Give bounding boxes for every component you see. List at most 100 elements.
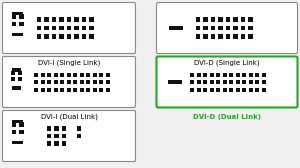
Bar — [236, 80, 239, 84]
Bar — [73, 88, 77, 92]
Text: DVI-D (Dual Link): DVI-D (Dual Link) — [193, 114, 261, 120]
FancyBboxPatch shape — [2, 111, 136, 161]
Bar — [248, 26, 253, 30]
Bar — [40, 88, 44, 92]
Bar — [60, 88, 64, 92]
Bar — [209, 88, 214, 92]
Bar — [106, 88, 110, 92]
Bar — [47, 141, 51, 146]
Bar — [54, 126, 59, 131]
Bar — [106, 80, 110, 84]
Bar — [216, 80, 220, 84]
Bar — [99, 80, 103, 84]
Bar — [44, 17, 49, 22]
Bar — [73, 73, 77, 76]
Bar — [218, 26, 223, 30]
Bar — [74, 34, 79, 39]
Bar — [242, 73, 246, 76]
Bar — [52, 26, 56, 30]
Bar — [196, 88, 200, 92]
Bar — [59, 17, 64, 22]
Bar — [218, 34, 223, 39]
Bar — [40, 73, 44, 76]
Bar — [203, 26, 208, 30]
Bar — [196, 34, 200, 39]
Bar — [262, 73, 266, 76]
Bar — [74, 17, 79, 22]
Bar — [67, 26, 71, 30]
Bar — [196, 26, 200, 30]
Bar — [196, 80, 200, 84]
Bar — [203, 34, 208, 39]
Bar — [40, 80, 44, 84]
Bar — [262, 80, 266, 84]
Bar — [99, 88, 103, 92]
Bar — [223, 73, 226, 76]
Bar — [255, 80, 259, 84]
Bar — [236, 88, 239, 92]
Bar — [203, 88, 207, 92]
Bar — [241, 17, 245, 22]
Bar — [262, 88, 266, 92]
Bar — [92, 88, 97, 92]
Bar — [62, 141, 66, 146]
Bar — [82, 26, 86, 30]
Bar — [47, 80, 51, 84]
Bar — [59, 26, 64, 30]
Bar — [86, 80, 90, 84]
Bar — [196, 73, 200, 76]
Bar — [19, 122, 24, 127]
FancyBboxPatch shape — [2, 3, 136, 53]
Bar — [52, 17, 56, 22]
Bar — [12, 122, 16, 127]
Bar — [37, 26, 41, 30]
Bar — [19, 14, 24, 19]
Bar — [44, 26, 49, 30]
Bar — [241, 26, 245, 30]
Bar — [229, 73, 233, 76]
Bar — [248, 88, 253, 92]
Bar — [53, 73, 58, 76]
Bar — [12, 12, 23, 15]
Bar — [12, 33, 23, 36]
Bar — [11, 71, 15, 74]
Bar — [12, 14, 16, 19]
Bar — [12, 141, 23, 144]
Bar — [80, 80, 83, 84]
Text: DVI-D (Single Link): DVI-D (Single Link) — [194, 60, 260, 67]
Bar — [52, 34, 56, 39]
Bar — [226, 17, 230, 22]
Bar — [47, 88, 51, 92]
Bar — [242, 88, 246, 92]
Bar — [67, 88, 70, 92]
Bar — [190, 80, 194, 84]
Bar — [12, 120, 23, 123]
Bar — [86, 88, 90, 92]
Bar — [89, 26, 94, 30]
Bar — [233, 34, 238, 39]
Bar — [17, 77, 22, 81]
Bar — [47, 126, 51, 131]
Bar — [92, 73, 97, 76]
Bar — [12, 22, 16, 26]
Bar — [54, 141, 59, 146]
Bar — [19, 130, 24, 134]
Bar — [17, 71, 22, 74]
Bar — [223, 80, 226, 84]
Bar — [211, 17, 215, 22]
Text: DVI-I (Single Link): DVI-I (Single Link) — [38, 60, 100, 67]
Bar — [34, 80, 38, 84]
Bar — [211, 34, 215, 39]
Bar — [226, 26, 230, 30]
Bar — [34, 88, 38, 92]
Bar — [77, 134, 81, 138]
Bar — [211, 26, 215, 30]
Bar — [190, 73, 194, 76]
Bar — [168, 80, 182, 84]
Bar — [216, 73, 220, 76]
Text: DVI-I (Dual Link): DVI-I (Dual Link) — [40, 114, 98, 120]
Bar — [37, 34, 41, 39]
FancyBboxPatch shape — [157, 56, 298, 108]
Bar — [99, 73, 103, 76]
Bar — [209, 80, 214, 84]
